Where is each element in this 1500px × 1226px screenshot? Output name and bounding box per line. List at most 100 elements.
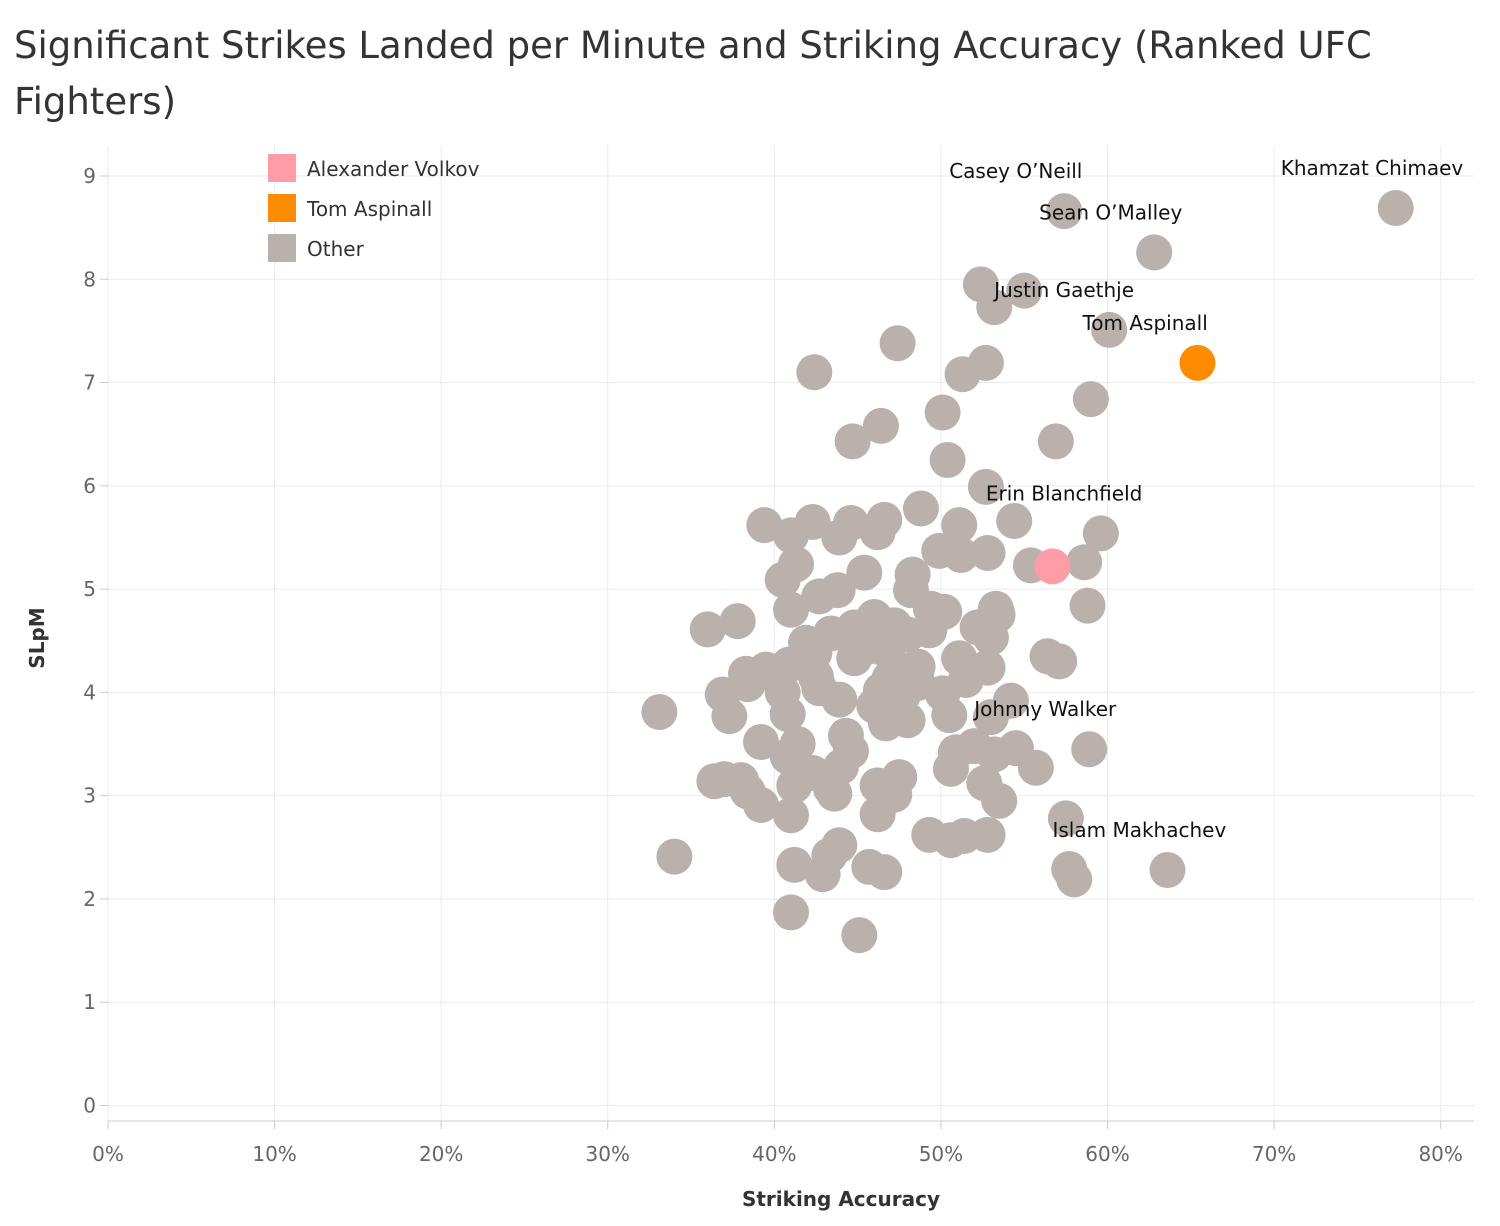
- data-point: [1136, 234, 1173, 271]
- y-axis-title: SLpM: [25, 607, 49, 668]
- data-point: [869, 633, 906, 670]
- point-annotation: Sean O’Malley: [1039, 200, 1182, 224]
- data-point: [969, 534, 1006, 571]
- y-tick-label: 9: [83, 164, 96, 188]
- data-point: [1069, 587, 1106, 624]
- data-point: [719, 603, 756, 640]
- data-point: [773, 797, 809, 834]
- data-point: [866, 854, 903, 891]
- point-annotation: Khamzat Chimaev: [1281, 156, 1464, 180]
- data-point: [743, 723, 780, 760]
- data-point: [1377, 190, 1414, 227]
- legend-label: Tom Aspinall: [306, 197, 432, 221]
- data-point: [836, 640, 873, 677]
- data-point: [1056, 861, 1093, 898]
- data-point: [769, 696, 806, 733]
- data-point: [932, 822, 969, 859]
- legend-swatch: [268, 154, 296, 182]
- data-point: [879, 325, 916, 362]
- y-tick-label: 6: [83, 474, 96, 498]
- x-tick-label: 0%: [92, 1142, 124, 1166]
- data-point: [796, 354, 833, 391]
- data-point: [1006, 272, 1043, 309]
- data-point: [1034, 548, 1071, 585]
- y-tick-label: 2: [83, 887, 96, 911]
- data-point: [867, 705, 904, 742]
- data-point: [941, 507, 978, 544]
- data-point: [1149, 852, 1186, 889]
- data-point: [859, 514, 896, 551]
- data-point: [764, 561, 801, 598]
- y-tick-label: 1: [83, 990, 96, 1014]
- x-tick-label: 40%: [752, 1142, 796, 1166]
- data-point: [641, 694, 678, 731]
- data-points: [641, 190, 1414, 954]
- data-point: [1041, 643, 1078, 680]
- data-point: [711, 698, 748, 735]
- data-point: [834, 423, 871, 460]
- y-tick-label: 0: [83, 1094, 96, 1118]
- data-point: [773, 894, 809, 931]
- data-point: [969, 816, 1006, 853]
- point-annotation: Johnny Walker: [972, 697, 1117, 721]
- x-tick-label: 70%: [1252, 1142, 1296, 1166]
- x-tick-label: 50%: [919, 1142, 963, 1166]
- data-point: [976, 736, 1013, 773]
- data-point: [942, 537, 979, 574]
- data-point: [1071, 731, 1108, 768]
- data-point: [932, 750, 969, 787]
- data-point: [972, 619, 1009, 656]
- data-point: [1091, 311, 1128, 348]
- data-point: [1082, 515, 1119, 552]
- data-point: [1072, 381, 1109, 418]
- x-tick-label: 60%: [1085, 1142, 1129, 1166]
- data-point: [773, 591, 809, 628]
- data-point: [931, 697, 968, 734]
- data-point: [821, 681, 858, 718]
- data-point: [776, 846, 813, 883]
- data-point: [776, 767, 813, 804]
- data-point: [841, 917, 878, 954]
- chart-title: Significant Strikes Landed per Minute an…: [14, 24, 1372, 123]
- data-point: [902, 490, 939, 527]
- data-point: [846, 554, 883, 591]
- data-point: [1037, 423, 1074, 460]
- data-point: [743, 786, 780, 823]
- x-tick-label: 20%: [419, 1142, 463, 1166]
- point-annotation: Islam Makhachev: [1052, 818, 1226, 842]
- x-axis-title: Striking Accuracy: [742, 1187, 940, 1211]
- data-point: [981, 782, 1018, 819]
- legend-swatch: [268, 234, 296, 262]
- y-tick-label: 3: [83, 784, 96, 808]
- legend-swatch: [268, 194, 296, 222]
- data-point: [656, 838, 693, 875]
- y-tick-label: 4: [83, 680, 96, 704]
- data-point: [821, 519, 858, 556]
- data-point: [924, 394, 961, 431]
- data-point: [1017, 749, 1054, 786]
- y-tick-label: 8: [83, 267, 96, 291]
- data-point: [859, 796, 896, 833]
- legend-label: Other: [307, 237, 365, 261]
- data-point: [804, 856, 841, 893]
- x-tick-label: 80%: [1418, 1142, 1462, 1166]
- y-tick-label: 5: [83, 577, 96, 601]
- data-point: [816, 775, 853, 812]
- data-point: [1047, 800, 1084, 837]
- point-annotation: Justin Gaethje: [992, 278, 1134, 302]
- point-annotation: Casey O’Neill: [949, 159, 1082, 183]
- data-point: [944, 356, 981, 393]
- y-axis-ticks: 0 1 2 3 4 5 6 7 8 9: [83, 164, 108, 1118]
- point-annotation: Erin Blanchfield: [986, 481, 1142, 505]
- data-point: [972, 699, 1009, 736]
- data-point: [773, 517, 809, 554]
- data-point: [967, 468, 1004, 505]
- data-point: [801, 578, 838, 615]
- data-point: [862, 407, 899, 444]
- x-tick-label: 10%: [252, 1142, 296, 1166]
- data-point: [1179, 344, 1216, 381]
- x-axis-ticks: 0% 10% 20% 30% 40% 50% 60% 70% 80%: [92, 1121, 1463, 1166]
- legend: Alexander Volkov Tom Aspinall Other: [268, 154, 480, 262]
- data-point: [1066, 544, 1103, 581]
